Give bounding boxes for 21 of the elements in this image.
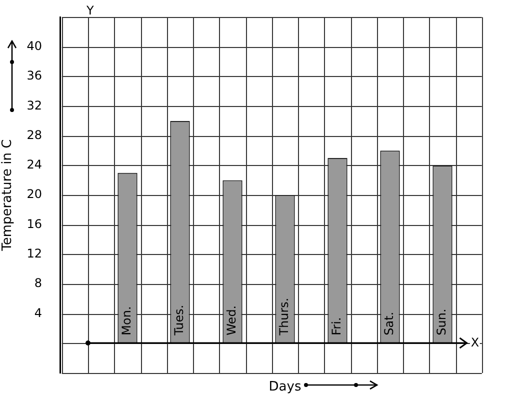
y-tick-label: 20 xyxy=(26,187,42,202)
y-tick-label: 16 xyxy=(26,216,42,231)
x-tick-label: Mon. xyxy=(120,306,134,336)
x-tick-label: Wed. xyxy=(224,305,239,336)
x-axis-title: Days xyxy=(268,380,302,395)
x-tick-label: Thurs. xyxy=(277,298,292,336)
x-tick-label: Sat. xyxy=(382,312,396,336)
y-tick-label: 40 xyxy=(26,38,42,53)
y-tick-label: 36 xyxy=(26,68,42,83)
y-tick-label: 12 xyxy=(26,246,42,261)
y-tick-label: 8 xyxy=(34,276,42,290)
x-tick-label: Fri. xyxy=(330,317,344,336)
y-tick-label: 32 xyxy=(26,98,42,112)
x-tick-label: Sun. xyxy=(434,308,449,336)
annotation: X xyxy=(470,335,480,350)
x-tick-label: Tues. xyxy=(172,304,186,336)
y-tick-label: 24 xyxy=(26,158,42,172)
y-axis-title: Temperature in C xyxy=(0,139,16,252)
text: Y xyxy=(85,3,94,18)
y-tick-label: 4 xyxy=(34,306,42,320)
y-tick-label: 28 xyxy=(26,128,42,142)
